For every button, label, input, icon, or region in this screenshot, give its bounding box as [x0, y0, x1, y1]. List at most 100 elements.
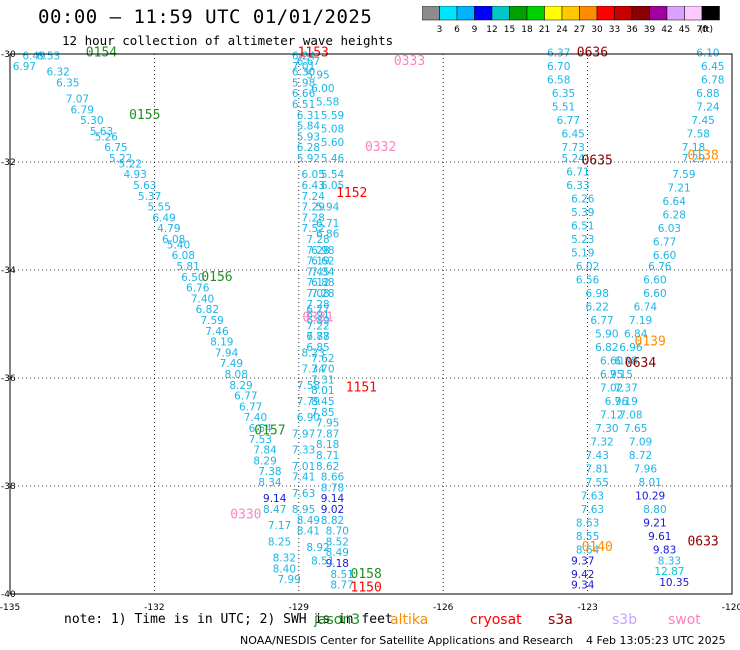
wave-height-label: 6.00: [311, 83, 334, 95]
colorbar-label: 70: [696, 25, 708, 35]
pass-time-label: 0330: [230, 507, 261, 522]
wave-height-label: 7.08: [619, 410, 642, 422]
wave-height-label: 6.70: [547, 61, 570, 73]
pass-time-label: 1152: [336, 186, 367, 201]
wave-height-label: 7.28: [302, 212, 325, 224]
wave-height-label: 5.92: [297, 153, 320, 165]
wave-height-label: 7.84: [253, 445, 277, 457]
wave-height-label: 5.26: [95, 131, 119, 143]
wave-height-label: 7.95: [316, 418, 339, 430]
wave-height-label: 7.59: [672, 169, 695, 181]
wave-height-label: 5.23: [571, 234, 594, 246]
footnote: note: 1) Time is in UTC; 2) SWH is in fe…: [64, 612, 393, 627]
wave-height-label: 7.30: [595, 423, 618, 435]
wave-height-label: 9.42: [571, 569, 594, 581]
wave-height-label: 6.60: [600, 356, 623, 368]
wave-height-label: 7.73: [561, 142, 584, 154]
wave-height-label: 6.45: [701, 61, 724, 73]
wave-height-label: 8.80: [643, 504, 666, 516]
wave-height-label: 5.22: [119, 158, 142, 170]
wave-height-label: 7.21: [667, 183, 690, 195]
wave-height-label: 9.18: [326, 558, 349, 570]
wave-height-label: 6.51: [571, 221, 594, 233]
wave-height-label: 6.77: [653, 237, 676, 249]
wave-height-label: 7.87: [316, 428, 339, 440]
wave-height-label: 10.35: [659, 577, 689, 589]
wave-height-label: 9.34: [571, 580, 595, 592]
wave-height-label: 5.84: [297, 121, 321, 133]
wave-height-label: 7.43: [586, 450, 609, 462]
wave-height-label: 9.37: [571, 555, 594, 567]
wave-height-label: 6.49: [22, 50, 45, 62]
wave-height-label: 8.78: [321, 482, 344, 494]
wave-height-label: 6.58: [547, 75, 570, 87]
wave-height-label: 7.34: [311, 266, 335, 278]
wave-height-label: 5.90: [595, 329, 618, 341]
wave-height-label: 6.60: [643, 288, 666, 300]
wave-height-label: 7.08: [306, 288, 329, 300]
x-tick-label: -135: [0, 603, 20, 612]
wave-height-label: 6.98: [311, 245, 334, 257]
wave-height-label: 7.17: [268, 520, 291, 532]
wave-height-label: 5.30: [80, 115, 103, 127]
wave-height-label: 7.63: [581, 491, 604, 503]
wave-height-label: 6.88: [311, 277, 334, 289]
y-tick-label: -40: [1, 590, 16, 600]
wave-height-label: 6.26: [571, 194, 595, 206]
wave-height-label: 5.39: [571, 207, 594, 219]
wave-height-label: 7.01: [292, 461, 315, 473]
wave-height-label: 6.76: [648, 261, 672, 273]
wave-height-label: 6.77: [306, 304, 329, 316]
wave-height-label: 8.64: [576, 545, 600, 557]
pass-time-label: 0636: [577, 46, 608, 61]
wave-height-label: 7.02: [600, 383, 623, 395]
wave-height-label: 6.79: [71, 104, 94, 116]
y-tick-label: -38: [1, 482, 16, 492]
pass-time-label: 0633: [687, 534, 718, 549]
wave-height-label: 7.53: [249, 434, 272, 446]
wave-height-label: 5.19: [571, 248, 594, 260]
wave-height-label: 6.31: [297, 110, 320, 122]
wave-height-label: 8.52: [326, 536, 349, 548]
wave-height-label: 8.01: [638, 477, 661, 489]
wave-height-label: 7.15: [610, 369, 633, 381]
wave-height-label: 5.58: [316, 96, 339, 108]
pass-time-label: 0635: [582, 154, 613, 169]
wave-height-label: 6.35: [56, 77, 79, 89]
wave-height-label: 5.95: [306, 69, 329, 81]
wave-height-label: 9.14: [263, 493, 287, 505]
wave-height-label: 7.41: [292, 472, 315, 484]
wave-height-label: 7.52: [302, 223, 325, 235]
wave-height-label: 6.96: [619, 342, 643, 354]
wave-height-label: 6.71: [566, 167, 589, 179]
wave-height-label: 6.03: [658, 223, 681, 235]
wave-height-label: 8.18: [316, 439, 339, 451]
wave-height-label: 8.51: [311, 555, 334, 567]
credit-text: NOAA/NESDIS Center for Satellite Applica…: [240, 634, 574, 647]
wave-height-label: 5.08: [321, 123, 344, 135]
pass-time-label: 1151: [346, 381, 377, 396]
wave-height-label: 7.45: [306, 266, 329, 278]
wave-height-label: 7.32: [590, 437, 613, 449]
x-tick-label: -129: [289, 603, 310, 612]
wave-height-label: 5.51: [552, 102, 575, 114]
wave-height-label: 7.63: [292, 488, 315, 500]
wave-height-label: 6.32: [46, 67, 69, 79]
y-tick-label: -32: [1, 158, 16, 168]
wave-height-label: 7.12: [600, 410, 623, 422]
colorbar-label: 6: [454, 25, 460, 35]
wave-height-label: 7.65: [624, 423, 647, 435]
colorbar-label: 36: [626, 25, 638, 35]
wave-height-label: 7.28: [306, 299, 329, 311]
wave-height-label: 7.24: [696, 102, 720, 114]
satellite-legend-altika: altika: [390, 612, 429, 628]
wave-height-label: 7.19: [614, 396, 637, 408]
satellite-legend-s3b: s3b: [612, 612, 638, 628]
wave-height-label: 8.08: [225, 369, 248, 381]
wave-height-label: 8.66: [321, 472, 345, 484]
wave-height-label: 8.32: [273, 553, 296, 565]
wave-height-label: 7.40: [244, 412, 267, 424]
wave-height-label: 7.97: [292, 428, 315, 440]
wave-height-label: 6.49: [152, 212, 175, 224]
colorbar-label: 30: [591, 25, 603, 35]
